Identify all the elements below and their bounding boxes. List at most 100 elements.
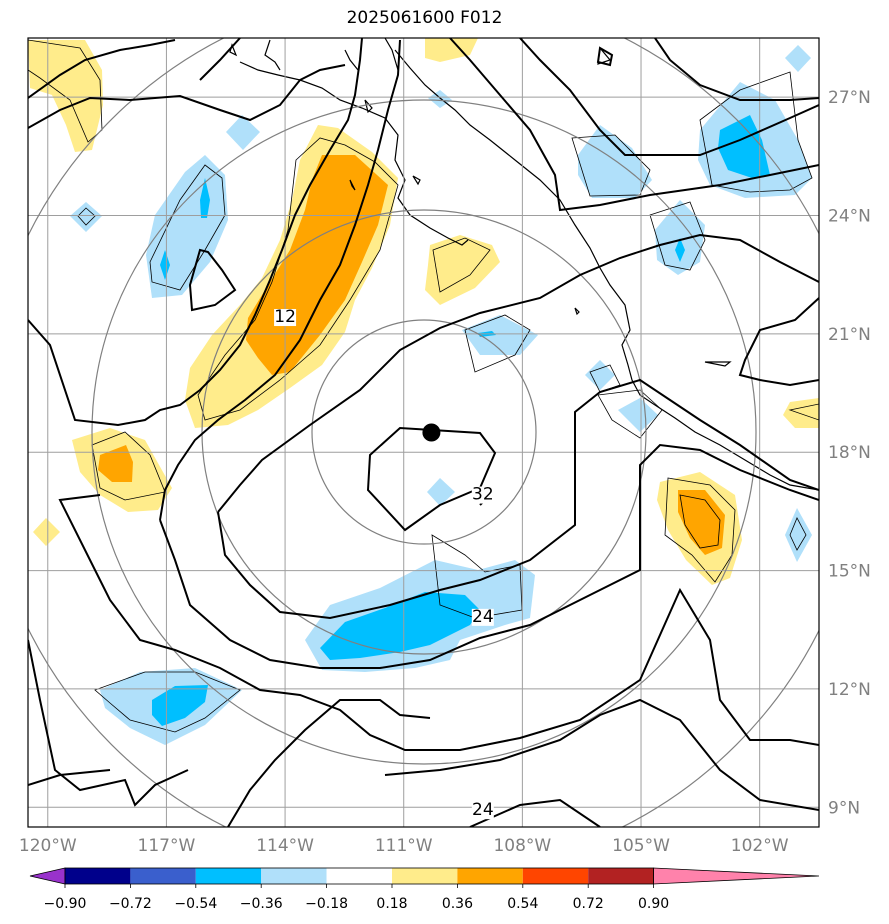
gridline-layer — [28, 38, 819, 827]
negative-anomaly-patch — [578, 125, 652, 198]
height-contour — [469, 798, 601, 827]
distance-rings — [28, 38, 819, 827]
positive-anomaly-patch — [28, 40, 103, 152]
longitude-tick-label: 108°W — [493, 836, 551, 856]
height-contour — [28, 639, 189, 807]
latitude-tick-label: 18°N — [828, 443, 871, 463]
negative-anomaly-patch — [70, 202, 102, 232]
contour-label: 32 — [472, 485, 494, 505]
contour-label: 12 — [274, 307, 296, 327]
colorbar-tick-label: −0.54 — [174, 896, 217, 912]
mainland-mexico-coastline — [704, 361, 732, 367]
longitude-tick-label: 120°W — [19, 836, 77, 856]
latitude-tick-label: 12°N — [828, 680, 871, 700]
negative-anomaly-patch — [146, 155, 228, 298]
contour-label-background — [471, 802, 494, 820]
latitude-tick-label: 27°N — [828, 88, 871, 108]
colorbar-bin — [261, 868, 327, 884]
map-title: 2025061600 F012 — [346, 8, 503, 28]
negative-anomaly-patch-strong — [200, 178, 210, 218]
colorbar-over-extension — [653, 867, 820, 885]
negative-anomaly-patch — [655, 200, 705, 275]
distance-ring — [311, 319, 537, 545]
longitude-tick-labels: 120°W 117°W 114°W 111°W 108°W 105°W 102°W — [19, 836, 789, 856]
height-contour — [449, 38, 819, 212]
positive-anomaly-patch-strong — [98, 445, 133, 482]
latitude-tick-label: 24°N — [828, 207, 871, 227]
mainland-mexico-coastline — [344, 49, 359, 71]
colorbar-under-extension — [29, 867, 66, 885]
colorbar-bin — [195, 868, 262, 884]
colorbar: −0.90 −0.72 −0.54 −0.36 −0.18 0.18 0.36 0.54 0.7… — [29, 867, 820, 912]
longitude-tick-label: 114°W — [256, 836, 314, 856]
height-contour — [596, 46, 614, 67]
thin-contour-layer — [28, 39, 819, 733]
colorbar-bin — [130, 868, 196, 884]
contour-label-background — [471, 608, 494, 626]
colorbar-tick-label: −0.36 — [240, 896, 283, 912]
height-contour — [58, 494, 819, 751]
latitude-tick-labels: 27°N 24°N 21°N 18°N 15°N 12°N 9°N — [828, 88, 871, 818]
negative-anomaly-patch — [618, 398, 658, 432]
positive-anomaly-patch — [425, 38, 478, 62]
colorbar-tick-label: −0.18 — [305, 896, 348, 912]
mainland-mexico-coastline — [364, 99, 373, 114]
map-frame — [27, 37, 820, 828]
height-contour — [28, 64, 346, 129]
positive-anomaly-patch-strong — [678, 490, 725, 555]
positive-anomaly-patch — [33, 518, 60, 546]
negative-anomaly-patch — [585, 360, 615, 390]
height-contour — [159, 39, 401, 521]
height-contour — [366, 426, 497, 532]
colorbar-bin — [65, 868, 131, 884]
negative-anomaly-patch-strong — [718, 115, 770, 178]
colorbar-tick-label: 0.18 — [376, 896, 407, 912]
mainland-mexico-coastline — [384, 38, 399, 71]
colorbar-frame — [64, 867, 654, 885]
height-contour — [28, 769, 111, 786]
latitude-tick-label: 21°N — [828, 325, 871, 345]
positive-anomaly-patch — [783, 398, 819, 428]
colorbar-bin — [326, 868, 392, 884]
mainland-mexico-coastline — [574, 307, 580, 316]
positive-anomaly-patch — [425, 235, 500, 305]
contour-label: 24 — [472, 607, 494, 627]
height-contour — [28, 38, 363, 427]
mainland-mexico-coastline — [349, 179, 356, 191]
latitude-tick-label: 15°N — [828, 562, 871, 582]
height-contour-layer — [28, 38, 819, 827]
height-contour — [227, 699, 431, 827]
height-contour — [217, 233, 819, 513]
contour-label: 24 — [472, 800, 494, 820]
negative-anomaly-patch — [226, 115, 260, 150]
negative-anomaly-patch — [785, 508, 812, 562]
colorbar-tick-label: 0.90 — [638, 896, 669, 912]
negative-anomaly-patch-strong — [320, 592, 480, 660]
storm-center-marker — [422, 423, 441, 442]
longitude-tick-label: 117°W — [138, 836, 196, 856]
colorbar-tick-label: −0.72 — [109, 896, 152, 912]
longitude-tick-label: 111°W — [375, 836, 433, 856]
height-contour — [28, 39, 176, 99]
contour-label-background — [274, 309, 297, 327]
mainland-mexico-coastline — [412, 175, 421, 186]
colorbar-tick-label: −0.90 — [44, 896, 87, 912]
baja-california-coastline — [239, 61, 469, 246]
contour-label-background — [471, 486, 494, 504]
height-contour — [654, 38, 819, 101]
height-contour — [188, 248, 237, 312]
height-contour — [199, 38, 241, 81]
height-contour — [159, 443, 819, 669]
mainland-mexico-coastline — [394, 49, 819, 491]
longitude-tick-label: 102°W — [731, 836, 789, 856]
baja-california-coastline — [264, 39, 281, 71]
negative-anomaly-patch-strong — [675, 238, 685, 262]
anomaly-fill-layer — [28, 38, 819, 745]
longitude-tick-label: 105°W — [612, 836, 670, 856]
colorbar-tick-label: 0.72 — [573, 896, 604, 912]
distance-ring — [201, 209, 647, 655]
distance-ring — [91, 99, 757, 765]
colorbar-bin — [392, 868, 458, 884]
colorbar-bin — [522, 868, 589, 884]
